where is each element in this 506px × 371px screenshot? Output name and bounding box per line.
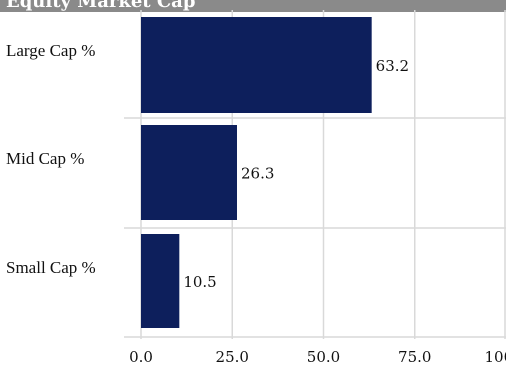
value-label-1: 26.3 xyxy=(241,165,274,183)
bar-0 xyxy=(141,17,372,113)
x-tick-labels: 0.0 25.0 50.0 75.0 100.0 xyxy=(129,348,506,366)
x-tick-label-3: 75.0 xyxy=(398,348,431,366)
category-label-1: Mid Cap % xyxy=(6,149,84,168)
x-tick-label-1: 25.0 xyxy=(216,348,249,366)
chart-title: Equity Market Cap xyxy=(6,0,196,12)
x-tick-label-2: 50.0 xyxy=(307,348,340,366)
bar-2 xyxy=(141,234,180,328)
value-label-2: 10.5 xyxy=(183,273,216,291)
bar-1 xyxy=(141,125,237,220)
value-labels: 63.2 26.3 10.5 xyxy=(183,57,409,291)
category-label-2: Small Cap % xyxy=(6,258,96,277)
category-label-0: Large Cap % xyxy=(6,41,95,60)
bars xyxy=(141,17,372,328)
chart-title-bar: Equity Market Cap xyxy=(0,0,506,12)
x-tick-label-0: 0.0 xyxy=(129,348,153,366)
x-tick-label-4: 100.0 xyxy=(485,348,506,366)
category-labels: Large Cap % Mid Cap % Small Cap % xyxy=(6,41,96,277)
value-label-0: 63.2 xyxy=(376,57,409,75)
